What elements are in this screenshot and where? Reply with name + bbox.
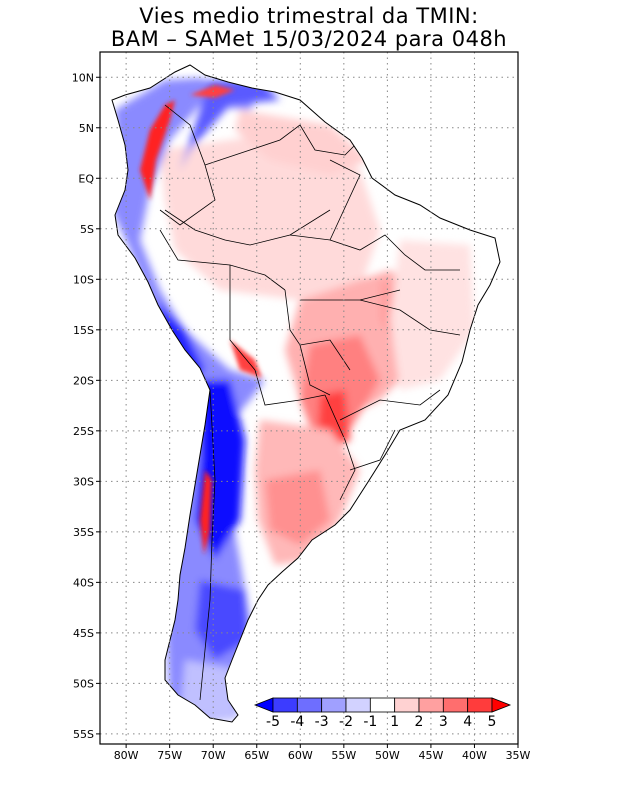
colorbar-label: -5 bbox=[266, 714, 280, 730]
lon-label: 75W bbox=[157, 749, 182, 762]
colorbar-label: 1 bbox=[390, 714, 399, 730]
lat-label: 10S bbox=[73, 273, 94, 286]
lat-label: 50S bbox=[73, 677, 94, 690]
lat-label: 15S bbox=[73, 324, 94, 337]
colorbar-bin bbox=[253, 697, 274, 713]
colorbar-label: 3 bbox=[439, 714, 448, 730]
colorbar-bin bbox=[394, 697, 420, 713]
colorbar-bin bbox=[296, 697, 323, 713]
colorbar-label: -1 bbox=[363, 714, 377, 730]
colorbar-bin bbox=[369, 697, 396, 713]
colorbar: -5 -4 -3 -2 -1 1 2 3 4 5 bbox=[253, 697, 512, 730]
colorbar-bin bbox=[467, 697, 493, 713]
country-borders bbox=[159, 104, 461, 701]
lon-label: 55W bbox=[331, 749, 356, 762]
colorbar-bin bbox=[272, 697, 298, 713]
lon-label: 80W bbox=[114, 749, 139, 762]
colorbar-label: 2 bbox=[415, 714, 424, 730]
longitude-labels: 80W 75W 70W 65W 60W 55W 50W 45W 40W 35W bbox=[114, 744, 531, 762]
lat-label: 40S bbox=[73, 576, 94, 589]
colorbar-label: -4 bbox=[290, 714, 304, 730]
lat-label: 5S bbox=[80, 223, 94, 236]
lon-label: 50W bbox=[375, 749, 400, 762]
lon-label: 60W bbox=[288, 749, 313, 762]
colorbar-label: -3 bbox=[315, 714, 329, 730]
lon-label: 45W bbox=[418, 749, 443, 762]
latitude-labels: 10N 5N EQ 5S 10S 15S 20S 25S 30S 35S 40S 45S 50S 55S bbox=[72, 71, 100, 741]
colorbar-bin bbox=[345, 697, 371, 713]
lat-label: 25S bbox=[73, 425, 94, 438]
colorbar-label: -2 bbox=[339, 714, 353, 730]
lat-label: 35S bbox=[73, 526, 94, 539]
colorbar-bin bbox=[442, 697, 469, 713]
lat-label: 5N bbox=[79, 122, 94, 135]
lat-label: 30S bbox=[73, 475, 94, 488]
colorbar-label: 5 bbox=[488, 714, 497, 730]
graticule bbox=[100, 52, 518, 744]
lon-label: 65W bbox=[244, 749, 269, 762]
colorbar-bin bbox=[491, 697, 512, 713]
map-title-line1: Vies medio trimestral da TMIN: bbox=[139, 4, 479, 28]
map-title-line2: BAM – SAMet 15/03/2024 para 048h bbox=[110, 27, 508, 51]
lat-label: 10N bbox=[72, 71, 94, 84]
lon-label: 70W bbox=[201, 749, 226, 762]
lat-label: 55S bbox=[73, 728, 94, 741]
lat-label: 45S bbox=[73, 627, 94, 640]
colorbar-bin bbox=[321, 697, 347, 713]
colorbar-label: 4 bbox=[463, 714, 472, 730]
lat-label: 20S bbox=[73, 374, 94, 387]
map-frame bbox=[99, 51, 519, 745]
colorbar-bin bbox=[418, 697, 444, 713]
lat-label: EQ bbox=[78, 172, 94, 185]
lon-label: 35W bbox=[506, 749, 531, 762]
lon-label: 40W bbox=[462, 749, 487, 762]
